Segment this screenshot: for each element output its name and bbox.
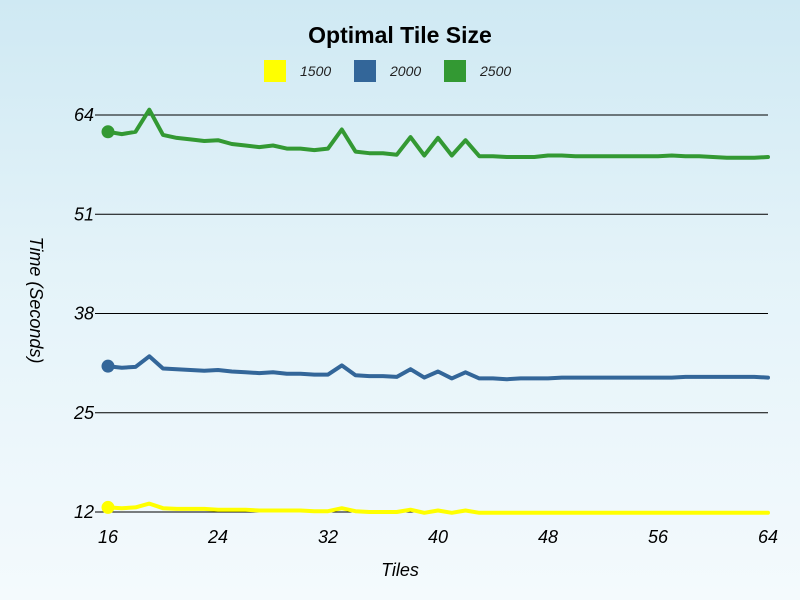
y-axis-label: Time (Seconds): [26, 237, 46, 364]
legend-swatch-2500: [444, 60, 466, 82]
series-start-marker-2500: [101, 125, 115, 139]
y-tick-label: 51: [74, 204, 94, 224]
series-line-1500: [106, 501, 770, 515]
x-tick-label: 16: [98, 527, 119, 547]
y-axis-ticks: 12 25 38 51 64: [73, 105, 95, 522]
x-axis-label: Tiles: [381, 560, 419, 580]
legend-label: 2500: [479, 63, 511, 79]
y-tick-label: 64: [74, 105, 94, 125]
series-start-marker-1500: [101, 500, 115, 514]
x-axis-ticks: 16 24 32 40 48 56 64: [98, 527, 778, 547]
chart-title: Optimal Tile Size: [308, 22, 492, 48]
legend-label: 1500: [300, 63, 331, 79]
plot-area: [101, 107, 770, 515]
series-start-marker-2000: [101, 359, 115, 373]
x-tick-label: 48: [538, 527, 558, 547]
legend-swatch-1500: [264, 60, 286, 82]
x-tick-label: 64: [758, 527, 778, 547]
x-tick-label: 40: [428, 527, 448, 547]
gridlines: [95, 114, 768, 513]
x-tick-label: 32: [318, 527, 338, 547]
series-line-2500: [106, 107, 770, 160]
x-tick-label: 56: [648, 527, 669, 547]
y-tick-label: 25: [73, 403, 95, 423]
x-tick-label: 24: [207, 527, 228, 547]
y-tick-label: 12: [74, 502, 94, 522]
y-tick-label: 38: [74, 304, 94, 324]
series-line-2000: [106, 354, 770, 382]
legend-swatch-2000: [354, 60, 376, 82]
legend: 1500 2000 2500: [264, 60, 511, 82]
legend-label: 2000: [389, 63, 421, 79]
